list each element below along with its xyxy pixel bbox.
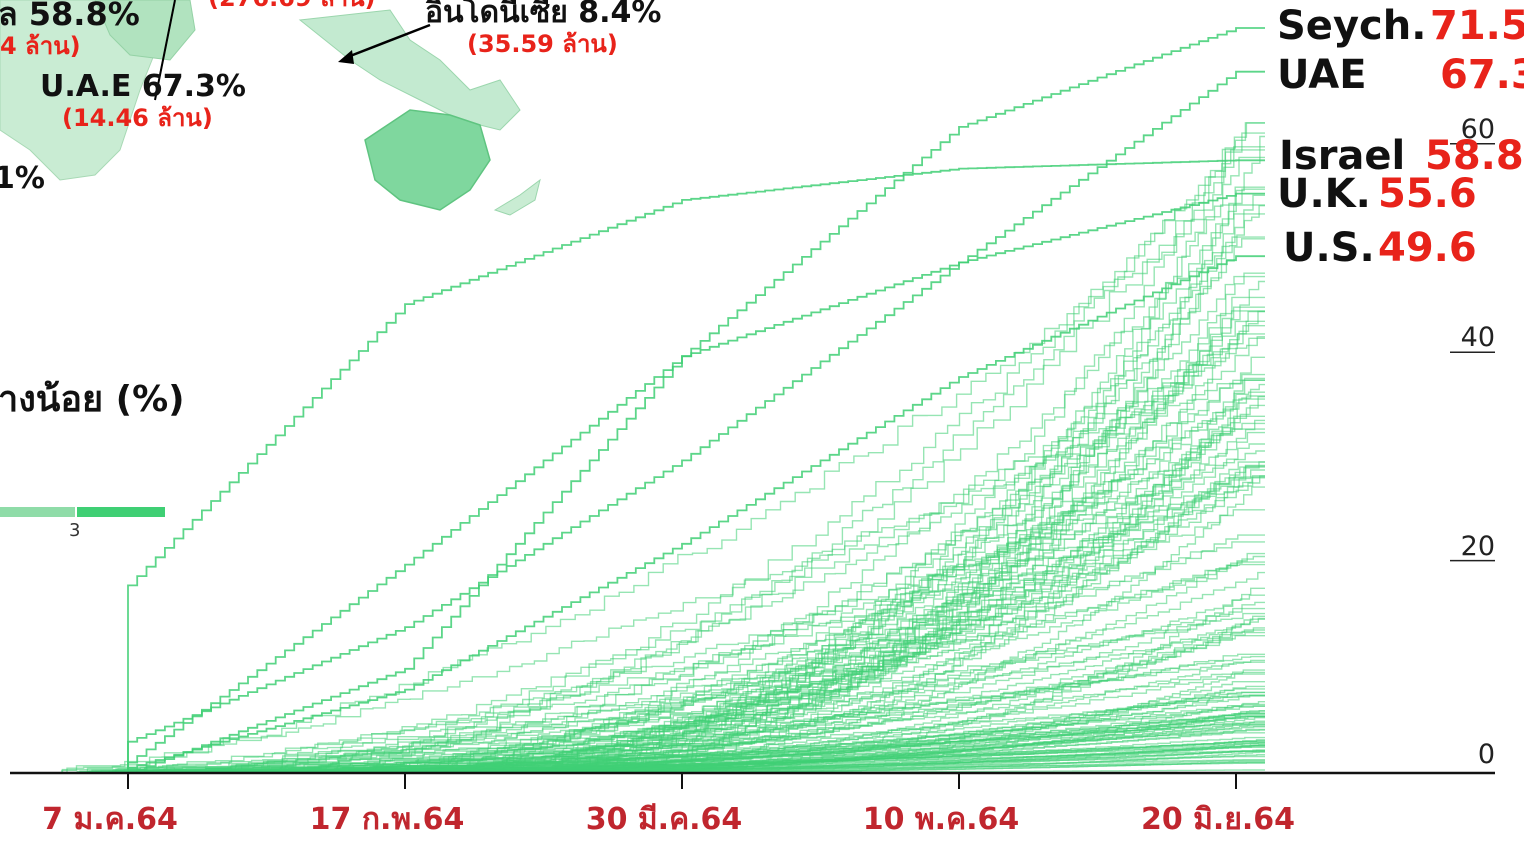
series-value-label: 55.6 (1378, 171, 1477, 217)
country-line (336, 379, 1265, 774)
legend-tick-label: 3 (69, 520, 81, 541)
series-name-label: Seych. (1277, 3, 1427, 49)
series-line (10, 159, 1265, 774)
uae-map-pop: (14.46 ล้าน) (62, 104, 213, 132)
country-line (474, 149, 1265, 774)
country-line (527, 746, 1265, 774)
labeled-series-group (10, 27, 1265, 774)
country-line (221, 739, 1265, 774)
y-tick-label: 40 (1460, 322, 1495, 354)
series-line (10, 192, 1265, 774)
country-lines-group (32, 122, 1265, 774)
country-line (396, 723, 1265, 774)
x-tick-label: 20 มิ.ย.64 (1140, 802, 1296, 837)
y-tick-label: 0 (1477, 739, 1495, 770)
x-tick-label: 17 ก.พ.64 (309, 802, 465, 837)
world-map (0, 0, 541, 216)
x-tick-label: 10 พ.ค.64 (862, 802, 1020, 837)
legend-bar (0, 507, 165, 517)
series-value-label: 67.3 (1440, 52, 1524, 98)
country-line (62, 373, 1265, 774)
country-line (297, 310, 1265, 774)
chart-subtitle: างน้อย (%) (0, 379, 185, 420)
pointer-line (154, 0, 176, 101)
country-line (178, 333, 1265, 774)
country-line (375, 377, 1265, 774)
country-line (207, 122, 1265, 774)
newzealand-shape (493, 178, 541, 216)
left-pct-label: 1% (0, 161, 45, 196)
y-tick-label: 20 (1460, 530, 1495, 562)
country-line (73, 475, 1265, 774)
series-name-label: Israel (1279, 133, 1406, 179)
seasia-shape (298, 9, 521, 131)
top-pop-label: (276.69 ล้าน) (208, 0, 376, 10)
country-line (32, 186, 1265, 774)
country-line (70, 325, 1265, 774)
series-value-label: 49.6 (1378, 225, 1477, 271)
country-line (439, 379, 1265, 774)
axes-group (10, 143, 1495, 789)
israel-map-pop: 4 ล้าน) (0, 32, 81, 60)
country-line (83, 721, 1265, 774)
country-line (79, 391, 1265, 774)
israel-map-label: ล 58.8% (0, 0, 140, 33)
country-line (286, 336, 1265, 774)
arabia-shape (94, 0, 196, 61)
indonesia-arrow (344, 23, 431, 60)
uae-map-label: U.A.E 67.3% (40, 69, 246, 104)
indonesia-map-pop: (35.59 ล้าน) (467, 30, 618, 58)
x-tick-label: 7 ม.ค.64 (42, 802, 178, 837)
y-tick-label: 60 (1460, 113, 1495, 145)
australia-shape (364, 109, 491, 211)
series-line (10, 255, 1265, 774)
country-line (182, 629, 1265, 774)
country-line (237, 356, 1265, 774)
x-tick-label: 30 มี.ค.64 (585, 802, 743, 837)
arrow-head (338, 50, 354, 64)
country-line (182, 122, 1265, 774)
series-value-label: 58.8 (1425, 133, 1524, 179)
series-line (10, 70, 1265, 774)
series-name-label: UAE (1277, 52, 1367, 98)
series-name-label: U.S. (1283, 225, 1375, 271)
indonesia-map-label: อินโดนีเซีย 8.4% (425, 0, 662, 30)
series-value-label: 71.5 (1430, 3, 1524, 49)
series-name-label: U.K. (1277, 171, 1371, 217)
